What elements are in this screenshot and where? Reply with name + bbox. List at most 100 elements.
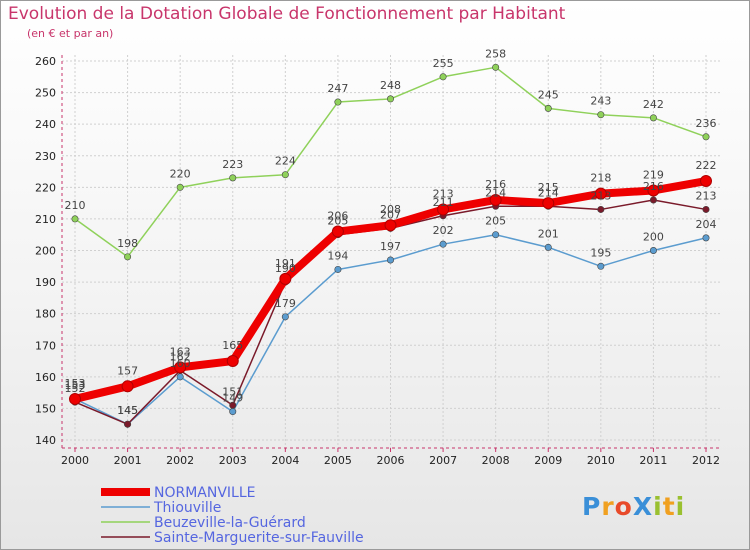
data-label-thiouville: 201 [538, 227, 559, 240]
logo-letter: i [653, 492, 663, 521]
x-tick-label: 2000 [61, 454, 89, 467]
data-point-thiouville [597, 262, 605, 270]
data-label-thiouville: 153 [65, 379, 86, 392]
data-label-beuzeville-la-guerard: 236 [696, 117, 717, 130]
logo-letter: i [675, 492, 686, 521]
data-label-beuzeville-la-guerard: 220 [170, 167, 191, 180]
proxiti-logo: ProXiti [582, 492, 685, 521]
y-tick-label: 170 [35, 339, 56, 352]
x-tick-label: 2012 [692, 454, 720, 467]
data-label-sainte-marguerite-sur-fauville: 216 [643, 180, 664, 193]
x-tick-label: 2008 [482, 454, 510, 467]
data-label-beuzeville-la-guerard: 247 [327, 82, 348, 95]
data-point-normanville [279, 272, 292, 285]
legend-label-sainte-marguerite-sur-fauville: Sainte-Marguerite-sur-Fauville [154, 530, 364, 546]
data-label-thiouville: 194 [327, 249, 348, 262]
data-label-normanville: 216 [485, 178, 506, 191]
data-label-normanville: 191 [275, 257, 296, 270]
data-label-normanville: 215 [538, 181, 559, 194]
y-tick-label: 210 [35, 213, 56, 226]
y-tick-label: 260 [35, 55, 56, 68]
data-label-thiouville: 160 [170, 357, 191, 370]
data-labels: 210 198 220 223 224 247 248 255 258 245 243 242 236 1… [65, 47, 717, 417]
data-label-thiouville: 149 [222, 392, 243, 405]
data-label-normanville: 206 [327, 210, 348, 223]
x-tick-label: 2011 [639, 454, 667, 467]
data-label-thiouville: 200 [643, 231, 664, 244]
data-label-sainte-marguerite-sur-fauville: 152 [65, 382, 86, 395]
series-layer [69, 63, 712, 428]
data-point-beuzeville-la-guerard [386, 95, 394, 103]
data-point-thiouville [544, 243, 552, 251]
logo-letter: P [582, 492, 602, 521]
data-label-sainte-marguerite-sur-fauville: 190 [275, 262, 296, 275]
data-label-beuzeville-la-guerard: 210 [65, 199, 86, 212]
data-point-thiouville [334, 265, 342, 273]
data-point-beuzeville-la-guerard [229, 174, 237, 182]
data-label-beuzeville-la-guerard: 255 [433, 57, 454, 70]
data-point-beuzeville-la-guerard [71, 215, 79, 223]
data-point-normanville [331, 225, 344, 238]
data-point-sainte-marguerite-sur-fauville [229, 401, 237, 409]
chart-subtitle: (en € et par an) [27, 27, 114, 40]
data-label-thiouville: 145 [117, 404, 138, 417]
data-label-normanville: 218 [590, 172, 611, 185]
data-label-sainte-marguerite-sur-fauville: 211 [433, 196, 454, 209]
data-point-beuzeville-la-guerard [544, 104, 552, 112]
data-point-normanville [594, 187, 607, 200]
data-point-normanville [69, 392, 81, 405]
data-point-normanville [647, 184, 660, 197]
y-tick-label: 250 [35, 87, 56, 100]
y-tick-label: 230 [35, 150, 56, 163]
x-tick-label: 2004 [271, 454, 299, 467]
data-point-beuzeville-la-guerard [439, 73, 447, 81]
data-point-normanville [226, 355, 239, 368]
data-label-beuzeville-la-guerard: 198 [117, 237, 138, 250]
data-label-normanville: 165 [222, 339, 243, 352]
data-label-beuzeville-la-guerard: 248 [380, 79, 401, 92]
data-label-sainte-marguerite-sur-fauville: 162 [170, 351, 191, 364]
y-tick-label: 180 [35, 308, 56, 321]
data-point-normanville [489, 193, 502, 206]
data-point-thiouville [229, 408, 237, 416]
data-point-thiouville [492, 231, 500, 239]
legend-label-thiouville: Thiouville [153, 500, 221, 516]
y-tick-label: 160 [35, 371, 56, 384]
data-point-beuzeville-la-guerard [649, 114, 657, 122]
data-label-normanville: 163 [170, 345, 191, 358]
y-tick-label: 240 [35, 118, 56, 131]
data-point-beuzeville-la-guerard [702, 133, 710, 141]
data-label-beuzeville-la-guerard: 242 [643, 98, 664, 111]
data-label-sainte-marguerite-sur-fauville: 214 [485, 186, 506, 199]
data-label-thiouville: 197 [380, 240, 401, 253]
data-point-normanville [542, 197, 555, 210]
logo-letter: X [632, 492, 654, 521]
data-label-sainte-marguerite-sur-fauville: 207 [380, 208, 401, 221]
logo-letter: o [614, 492, 633, 521]
x-tick-label: 2002 [166, 454, 194, 467]
data-label-sainte-marguerite-sur-fauville: 213 [696, 189, 717, 202]
data-label-normanville: 157 [117, 364, 138, 377]
x-tick-label: 2006 [377, 454, 405, 467]
data-label-beuzeville-la-guerard: 245 [538, 88, 559, 101]
data-label-sainte-marguerite-sur-fauville: 151 [222, 385, 243, 398]
y-tick-label: 190 [35, 276, 56, 289]
legend-label-normanville: NORMANVILLE [154, 485, 256, 501]
data-label-normanville: 208 [380, 203, 401, 216]
data-point-sainte-marguerite-sur-fauville [702, 205, 710, 213]
x-tick-label: 2003 [219, 454, 247, 467]
data-label-beuzeville-la-guerard: 224 [275, 155, 296, 168]
data-label-beuzeville-la-guerard: 223 [222, 158, 243, 171]
data-point-sainte-marguerite-sur-fauville [124, 420, 132, 428]
data-point-beuzeville-la-guerard [492, 63, 500, 71]
data-point-normanville [437, 203, 450, 216]
data-label-thiouville: 202 [433, 224, 454, 237]
data-point-normanville [700, 175, 712, 188]
data-point-beuzeville-la-guerard [334, 98, 342, 106]
chart-title: Evolution de la Dotation Globale de Fonc… [8, 4, 566, 24]
y-tick-label: 140 [35, 434, 56, 447]
data-point-thiouville [281, 313, 289, 321]
data-point-thiouville [439, 240, 447, 248]
y-tick-label: 200 [35, 245, 56, 258]
